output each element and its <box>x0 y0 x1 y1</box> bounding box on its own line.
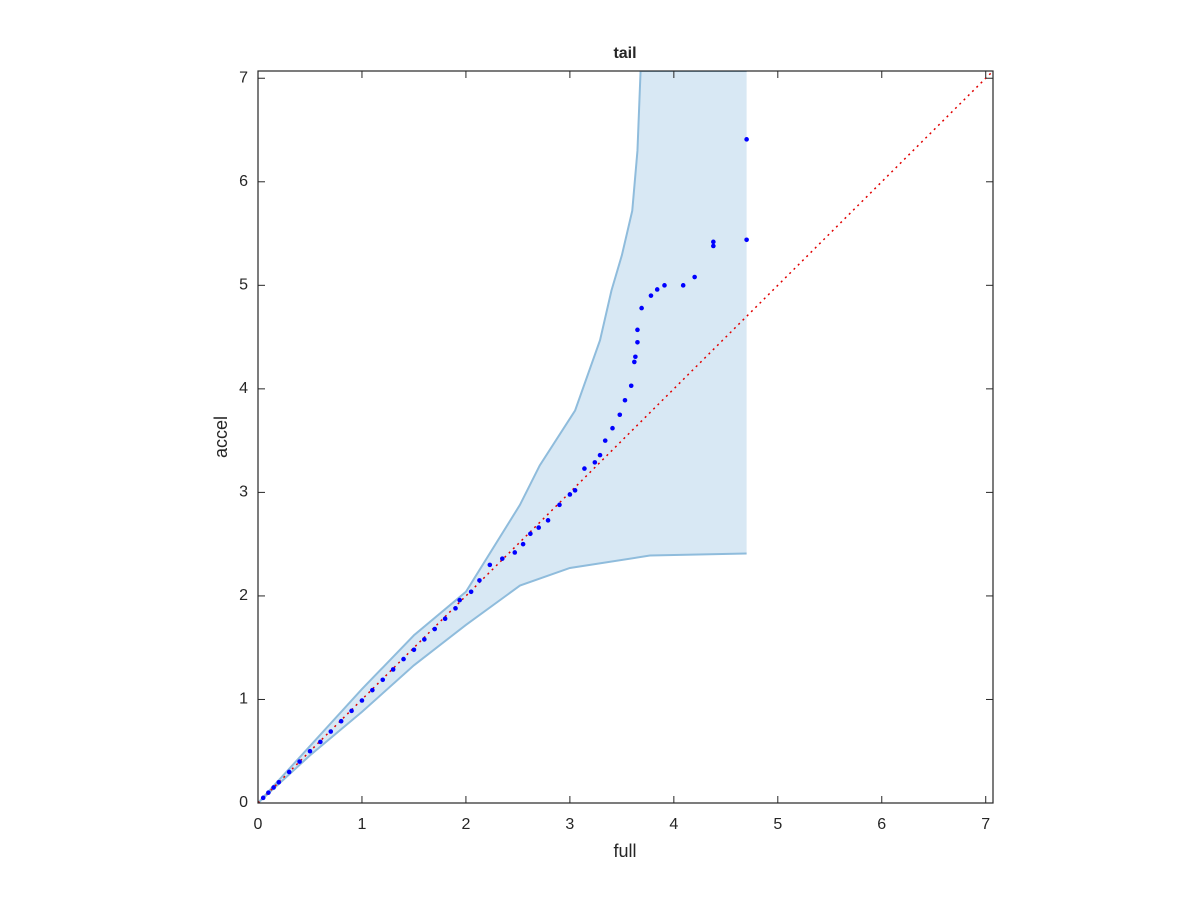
data-point <box>597 452 603 458</box>
data-point <box>632 359 637 365</box>
data-point <box>349 708 354 714</box>
plot-frame <box>257 70 994 804</box>
y-tick-label: 3 <box>239 484 248 501</box>
data-point <box>512 550 518 555</box>
data-point <box>633 354 638 360</box>
data-point <box>411 647 417 653</box>
data-point <box>662 283 667 288</box>
data-point <box>390 667 396 672</box>
data-point <box>276 779 282 785</box>
y-tick-label: 6 <box>239 173 248 190</box>
data-point <box>297 759 302 764</box>
data-point <box>635 339 640 345</box>
data-point <box>432 626 438 632</box>
y-tick-label: 0 <box>239 794 248 811</box>
x-tick-label: 6 <box>877 816 886 833</box>
x-tick-label: 2 <box>461 816 470 833</box>
band-fill <box>258 71 747 803</box>
data-point <box>307 748 313 754</box>
data-point <box>572 488 578 493</box>
x-tick-label: 7 <box>981 816 990 833</box>
data-point <box>536 525 541 530</box>
data-point <box>487 562 493 568</box>
y-tick-label: 4 <box>239 380 248 397</box>
data-point <box>744 237 749 243</box>
data-point <box>610 425 615 431</box>
data-point <box>628 383 634 389</box>
x-axis-label: full <box>613 841 636 861</box>
data-point <box>622 397 628 403</box>
data-point <box>617 412 623 418</box>
data-point <box>711 239 716 245</box>
data-point <box>592 460 598 465</box>
data-point <box>711 243 716 249</box>
data-point <box>654 287 660 292</box>
data-point <box>401 656 406 662</box>
data-point <box>545 518 551 523</box>
data-point <box>457 597 462 603</box>
chart-title: tail <box>613 45 636 62</box>
x-tick-label: 0 <box>254 816 263 833</box>
data-point <box>453 606 458 611</box>
data-point <box>602 438 608 443</box>
x-tick-label: 1 <box>358 816 367 833</box>
data-point <box>582 466 587 471</box>
data-point <box>422 637 427 642</box>
x-tick-label: 5 <box>773 816 782 833</box>
data-point <box>680 283 686 288</box>
band-edge <box>258 71 747 803</box>
y-tick-label: 2 <box>239 587 248 604</box>
y-axis-label: accel <box>211 416 231 458</box>
data-point <box>692 274 697 280</box>
data-point <box>442 616 448 622</box>
data-point <box>557 502 562 508</box>
data-point <box>380 677 386 683</box>
y-tick-label: 5 <box>239 277 248 294</box>
y-tick-label: 7 <box>239 69 248 86</box>
data-point <box>338 718 344 724</box>
reference-line <box>257 70 994 804</box>
data-point <box>520 541 526 547</box>
data-point <box>468 589 474 595</box>
data-point <box>744 137 749 142</box>
data-point <box>271 785 276 790</box>
data-point <box>528 531 533 537</box>
data-point <box>648 293 654 298</box>
data-point <box>328 729 334 734</box>
data-point <box>286 769 292 775</box>
y-tick-label: 1 <box>239 691 248 708</box>
data-point <box>567 492 573 497</box>
band-edge <box>258 552 747 803</box>
data-point <box>477 578 482 583</box>
data-point <box>359 698 365 703</box>
data-point <box>500 556 505 561</box>
data-point <box>635 327 640 333</box>
data-point <box>639 305 644 311</box>
x-tick-label: 3 <box>565 816 574 833</box>
x-tick-label: 4 <box>669 816 678 833</box>
data-point <box>370 687 375 693</box>
data-point <box>260 795 266 801</box>
data-point <box>318 739 323 745</box>
data-point <box>266 790 271 795</box>
